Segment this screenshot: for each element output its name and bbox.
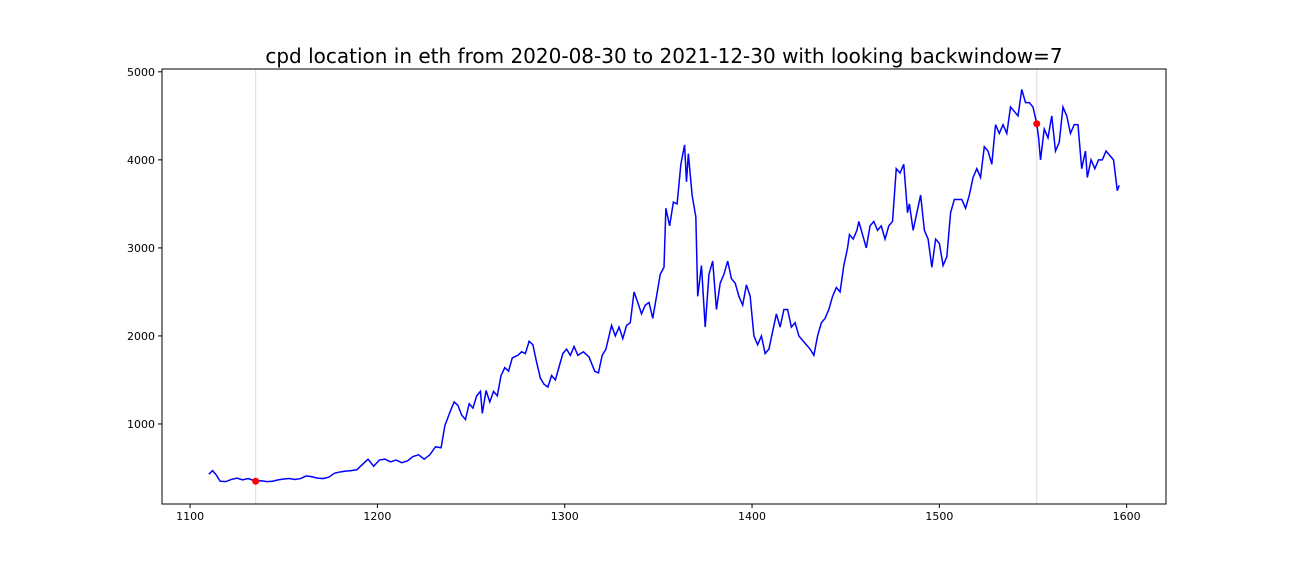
plot-frame	[161, 68, 1167, 505]
y-tick-label: 3000	[127, 242, 155, 255]
chart-title: cpd location in eth from 2020-08-30 to 2…	[265, 44, 1062, 68]
change-point	[252, 477, 260, 485]
y-tick-label: 4000	[127, 154, 155, 167]
y-tick-label: 1000	[127, 418, 155, 431]
y-tick-label: 2000	[127, 330, 155, 343]
x-tick-label: 1300	[551, 510, 579, 523]
data-line	[208, 89, 1120, 483]
change-point	[1033, 120, 1041, 128]
x-tick-label: 1400	[738, 510, 766, 523]
x-tick-label: 1600	[1113, 510, 1141, 523]
y-tick-label: 5000	[127, 66, 155, 79]
x-tick-label: 1100	[176, 510, 204, 523]
x-tick-label: 1200	[363, 510, 391, 523]
x-tick-label: 1500	[925, 510, 953, 523]
